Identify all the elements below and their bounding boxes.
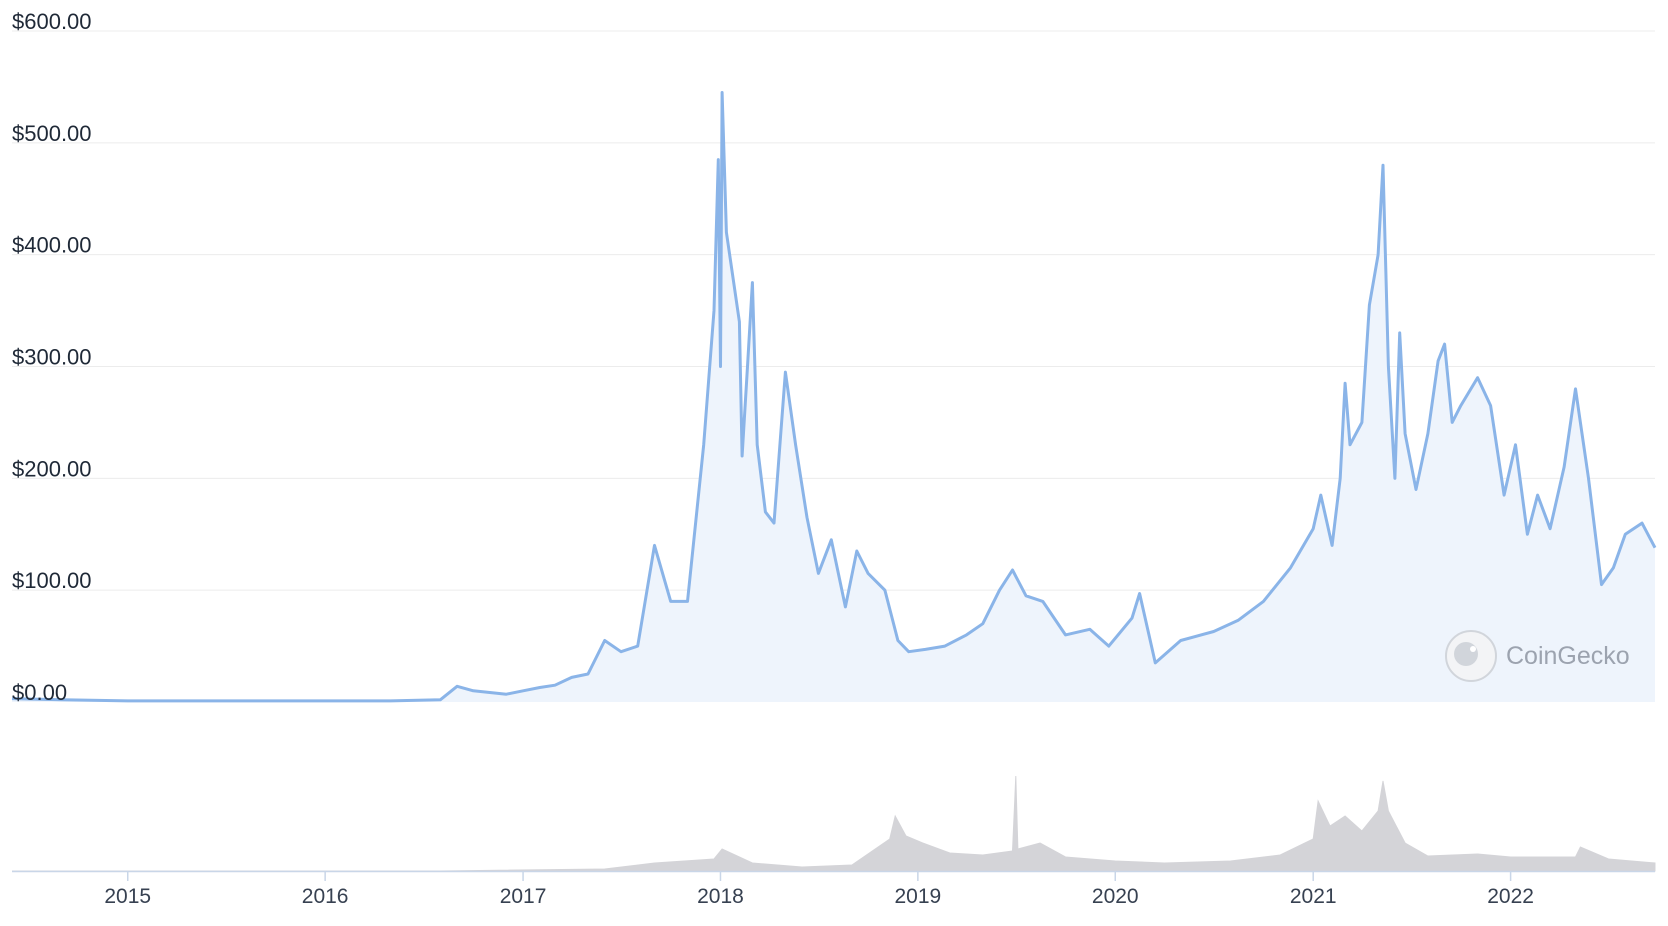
volume-area	[12, 775, 1656, 872]
y-tick-label: $100.00	[12, 568, 92, 593]
x-tick-label: 2021	[1290, 885, 1337, 908]
gecko-eye-shape	[1470, 646, 1476, 652]
y-tick-label: $200.00	[12, 456, 92, 481]
y-tick-label: $400.00	[12, 233, 92, 258]
x-tick-label: 2019	[895, 885, 942, 908]
x-tick-label: 2016	[302, 885, 349, 908]
watermark-text: CoinGecko	[1506, 642, 1630, 670]
gecko-head-shape	[1454, 642, 1478, 666]
y-tick-label: $300.00	[12, 345, 92, 370]
price-area	[12, 92, 1655, 702]
volume-series	[12, 775, 1656, 872]
x-tick-label: 2018	[697, 885, 744, 908]
price-line	[11, 91, 1657, 703]
price-series	[11, 91, 1657, 703]
y-tick-label: $500.00	[12, 121, 92, 146]
coingecko-watermark: CoinGecko	[1445, 630, 1630, 682]
x-tick-label: 2017	[500, 885, 547, 908]
x-tick-label: 2015	[104, 885, 151, 908]
y-tick-label: $600.00	[12, 9, 92, 34]
x-axis-ticks: 2015 2016 2017 2018 2019 2020 2021 2022	[104, 871, 1534, 908]
y-tick-label: $0.00	[12, 680, 67, 705]
price-area-fill	[12, 92, 1655, 702]
y-axis-ticks: $0.00 $100.00 $200.00 $300.00 $400.00 $500.00…	[12, 9, 92, 705]
x-tick-label: 2020	[1092, 885, 1139, 908]
x-tick-label: 2022	[1487, 885, 1534, 908]
